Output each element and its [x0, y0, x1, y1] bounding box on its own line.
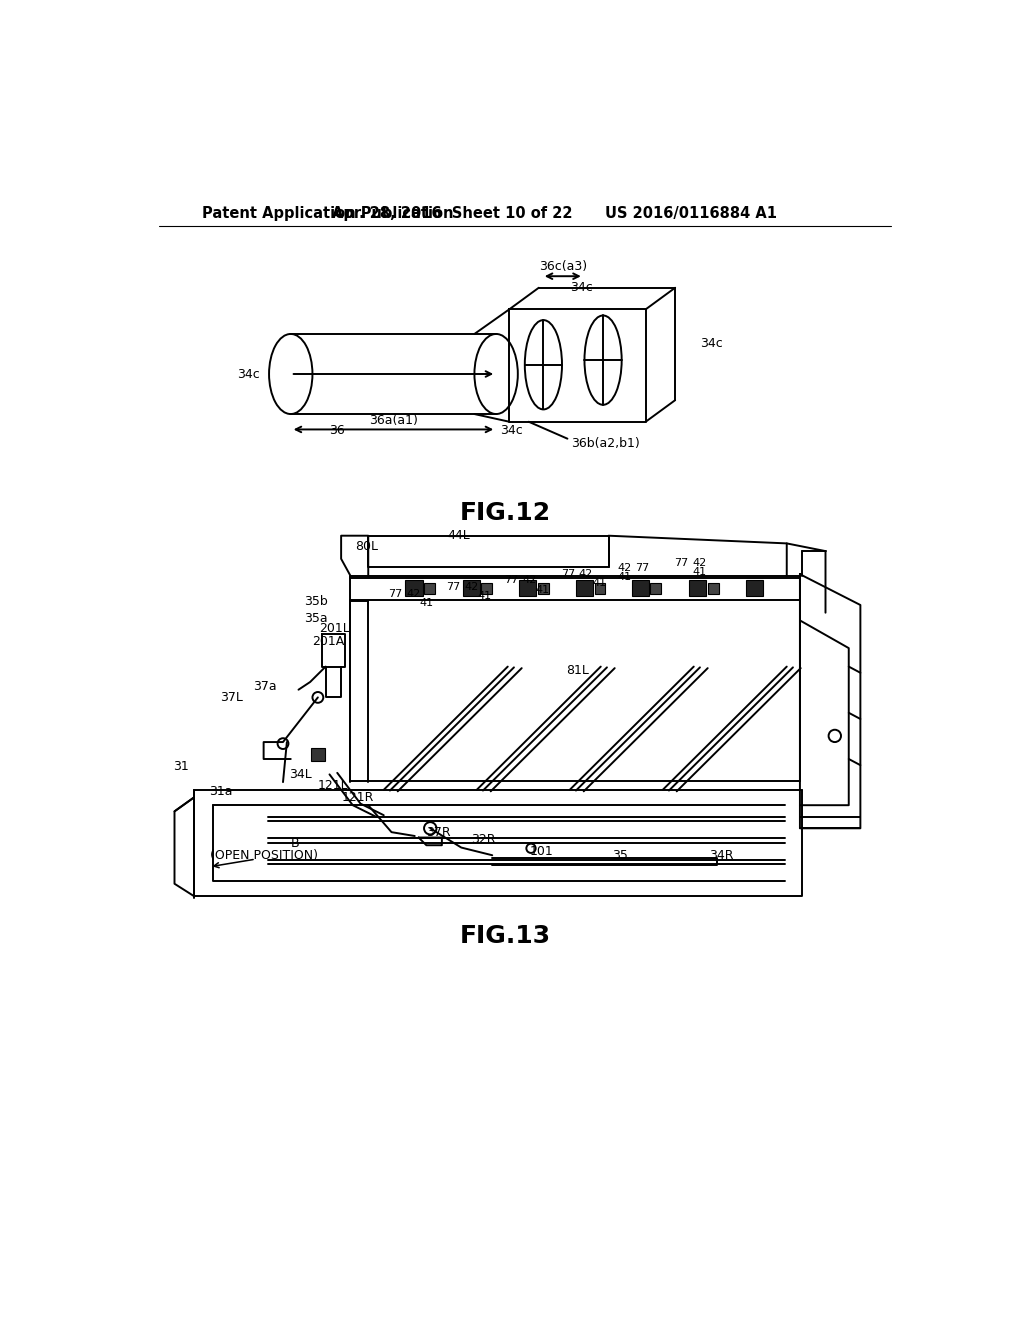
Text: US 2016/0116884 A1: US 2016/0116884 A1 — [605, 206, 777, 222]
Text: 121R: 121R — [341, 791, 374, 804]
Text: 36: 36 — [330, 425, 345, 437]
Text: 41: 41 — [419, 598, 433, 609]
Text: 201L: 201L — [319, 622, 350, 635]
Text: 34c: 34c — [700, 338, 723, 351]
Bar — [406, 581, 423, 595]
Text: 81L: 81L — [566, 664, 589, 677]
Text: 35b: 35b — [304, 594, 328, 607]
Text: 42: 42 — [692, 557, 707, 568]
Text: 34c: 34c — [237, 367, 260, 380]
Text: 37L: 37L — [220, 690, 243, 704]
Text: Patent Application Publication: Patent Application Publication — [202, 206, 454, 222]
Text: 42: 42 — [464, 582, 478, 591]
Bar — [689, 581, 707, 595]
Text: 31a: 31a — [209, 785, 232, 797]
Text: 42: 42 — [579, 569, 593, 579]
Text: (OPEN POSITION): (OPEN POSITION) — [210, 849, 317, 862]
Text: FIG.13: FIG.13 — [460, 924, 551, 948]
Text: 44L: 44L — [447, 529, 470, 543]
Text: 77: 77 — [446, 582, 461, 591]
Text: 77: 77 — [674, 557, 688, 568]
Bar — [708, 583, 719, 594]
Text: 42: 42 — [522, 576, 537, 585]
Text: 31: 31 — [173, 760, 188, 774]
Text: 121L: 121L — [318, 779, 349, 792]
Text: 34R: 34R — [710, 849, 734, 862]
Text: 41: 41 — [477, 591, 492, 601]
Bar — [745, 581, 763, 595]
Text: 80L: 80L — [355, 540, 378, 553]
Text: 77: 77 — [561, 569, 575, 579]
Bar — [650, 583, 662, 594]
Text: 41: 41 — [617, 573, 632, 582]
Text: 37a: 37a — [254, 680, 278, 693]
Text: B: B — [291, 837, 299, 850]
Text: 35a: 35a — [304, 612, 328, 626]
Text: 32R: 32R — [471, 833, 496, 846]
Text: 34c: 34c — [500, 425, 522, 437]
Text: 36c(a3): 36c(a3) — [539, 260, 587, 273]
Text: 41: 41 — [536, 585, 550, 594]
Bar — [632, 581, 649, 595]
Text: 77: 77 — [388, 589, 402, 599]
Bar — [538, 583, 549, 594]
Text: Apr. 28, 2016  Sheet 10 of 22: Apr. 28, 2016 Sheet 10 of 22 — [332, 206, 572, 222]
Text: 101: 101 — [530, 845, 554, 858]
Text: 35: 35 — [612, 849, 628, 862]
Text: 34L: 34L — [289, 768, 311, 781]
Text: 42: 42 — [407, 589, 420, 599]
Text: 37R: 37R — [426, 825, 451, 838]
Bar — [424, 583, 435, 594]
Text: 201A: 201A — [311, 635, 344, 648]
Bar — [575, 581, 593, 595]
Text: 77: 77 — [636, 564, 649, 573]
Text: 34c: 34c — [570, 281, 593, 294]
Bar — [519, 581, 537, 595]
Text: 41: 41 — [692, 566, 707, 577]
Text: 77: 77 — [505, 576, 519, 585]
Bar — [311, 748, 325, 760]
Bar — [595, 583, 605, 594]
Text: 41: 41 — [592, 578, 606, 589]
Bar — [463, 581, 480, 595]
Text: FIG.12: FIG.12 — [460, 500, 551, 524]
Bar — [481, 583, 493, 594]
Text: 36b(a2,b1): 36b(a2,b1) — [571, 437, 640, 450]
Text: 42: 42 — [617, 564, 632, 573]
Text: 36a(a1): 36a(a1) — [369, 413, 418, 426]
